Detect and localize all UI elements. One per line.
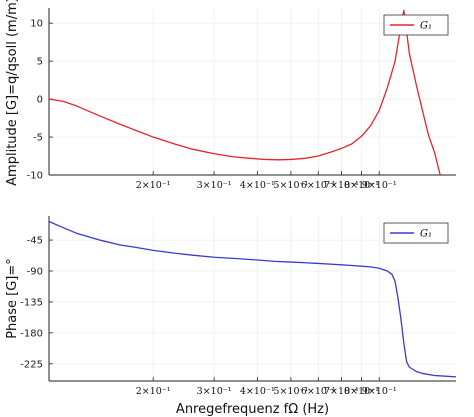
phase-x-tick-label: 8×10⁻¹: [344, 386, 379, 397]
phase-plot-area: [49, 216, 456, 381]
phase-axes: [48, 216, 456, 382]
amplitude-y-tick-label: 0: [37, 95, 43, 106]
amplitude-grid: [49, 8, 456, 176]
phase-x-tick-label: 9×10⁻¹: [362, 386, 397, 397]
phase-x-tick-label: 6×10⁻¹: [301, 386, 336, 397]
amplitude-y-tick-label: 10: [30, 19, 43, 30]
phase-x-tick-label: 4×10⁻¹: [240, 386, 275, 397]
phase-y-tick-label: -135: [20, 297, 43, 308]
phase-series: [49, 220, 456, 378]
phase-legend-box: [383, 222, 449, 244]
phase-y-tick-label: -180: [20, 328, 43, 339]
phase-x-tick-label: 2×10⁻¹: [136, 386, 171, 397]
amplitude-legend-box: [383, 14, 449, 36]
amplitude-series: [49, 9, 441, 175]
amplitude-x-tick-label: 2×10⁻¹: [136, 180, 171, 191]
amplitude-legend: G₁: [383, 14, 449, 36]
phase-x-tick-label: 3×10⁻¹: [197, 386, 232, 397]
phase-y-tick-label: -225: [20, 359, 43, 370]
amplitude-x-tick-label: 3×10⁻¹: [197, 180, 232, 191]
amplitude-x-tick-label: 6×10⁻¹: [301, 180, 336, 191]
amplitude-axes: [48, 8, 456, 176]
amplitude-x-tick-label: 8×10⁻¹: [344, 180, 379, 191]
amplitude-y-tick-label: -5: [33, 133, 43, 144]
phase-y-ticks: -45 -90 -135 -180 -225: [20, 236, 53, 370]
phase-x-ticks: 2×10⁻¹ 3×10⁻¹ 4×10⁻¹5×10⁻¹6×10⁻¹7×10⁻¹8×10…: [136, 377, 397, 397]
phase-legend: G₁: [383, 222, 449, 244]
amplitude-y-tick-label: 5: [37, 57, 43, 68]
phase-panel: -45 -90 -135 -180 -225 2×10⁻¹ 3×10⁻¹ 4×10⁻¹5×1…: [5, 216, 456, 417]
phase-legend-label: G₁: [420, 229, 432, 240]
amplitude-series-line: [49, 9, 441, 175]
amplitude-plot-area: [49, 8, 456, 175]
phase-y-tick-label: -90: [27, 267, 43, 278]
amplitude-legend-label: G₁: [420, 21, 432, 32]
phase-x-axis-label: Anregefrequenz fΩ (Hz): [176, 402, 329, 417]
amplitude-x-tick-label: 5×10⁻¹: [273, 180, 308, 191]
amplitude-y-axis-label: Amplitude [G]=q/qsoll (m/m): [5, 0, 20, 186]
amplitude-x-tick-label: 9×10⁻¹: [362, 180, 397, 191]
amplitude-x-ticks: 2×10⁻¹ 3×10⁻¹ 4×10⁻¹5×10⁻¹6×10⁻¹7×10⁻¹8×10…: [136, 171, 397, 191]
phase-series-line: [49, 220, 456, 378]
amplitude-x-tick-label: 7×10⁻¹: [324, 180, 359, 191]
phase-y-axis-label: Phase [G]=°: [5, 258, 20, 339]
phase-x-tick-label: 7×10⁻¹: [324, 386, 359, 397]
amplitude-x-tick-label: 4×10⁻¹: [240, 180, 275, 191]
phase-y-tick-label: -45: [27, 236, 43, 247]
amplitude-y-tick-label: -10: [27, 171, 43, 182]
phase-x-tick-label: 5×10⁻¹: [273, 386, 308, 397]
amplitude-panel: 10 5 0 -5 -10 2×10⁻¹ 3×10⁻¹ 4×10⁻¹5×10⁻¹6×10⁻¹…: [5, 0, 456, 191]
